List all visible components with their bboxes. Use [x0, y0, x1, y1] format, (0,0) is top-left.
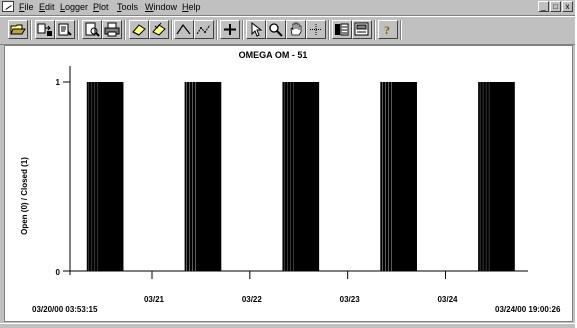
statistics-button[interactable] — [332, 20, 352, 39]
menu-bar: File Edit Logger Plot Tools Window Help … — [0, 0, 575, 16]
point-plot-icon — [196, 24, 211, 35]
point-plot-button[interactable] — [194, 20, 214, 39]
x-tick-label: 03/21 — [144, 295, 165, 304]
grid-dots-icon — [310, 24, 322, 35]
menu-logger[interactable]: Logger — [60, 2, 89, 12]
open-folder-icon — [10, 24, 26, 35]
toolbar-separator — [171, 20, 173, 40]
close-button[interactable]: x — [562, 1, 573, 12]
open-file-button[interactable] — [8, 20, 28, 39]
zoom-button[interactable] — [266, 20, 286, 39]
printer-icon — [104, 22, 120, 37]
status-bar — [0, 323, 575, 328]
closed-interval-bar — [86, 82, 124, 271]
logger-settings-button[interactable] — [55, 20, 75, 39]
y-axis-label: Open (0) / Closed (1) — [20, 157, 29, 235]
properties-button[interactable] — [352, 20, 372, 39]
crosshair-button[interactable] — [220, 20, 240, 39]
close-icon: x — [565, 2, 570, 11]
svg-text:?: ? — [384, 23, 390, 37]
toolbar-separator — [400, 20, 402, 40]
restore-icon: □ — [553, 2, 558, 11]
magnifier-icon — [269, 23, 283, 37]
toolbar-separator — [328, 20, 330, 40]
closed-interval-bar — [184, 82, 222, 271]
eraser-check-icon — [152, 22, 166, 36]
plot-window[interactable]: OMEGA OM - 51 Open (0) / Closed (1) 1 0 … — [4, 45, 573, 322]
grid-button[interactable] — [306, 20, 326, 39]
hand-icon — [290, 22, 302, 36]
closed-interval-bar — [282, 82, 320, 271]
reset-button[interactable] — [149, 20, 169, 39]
toolbar-separator — [77, 20, 79, 40]
print-preview-icon — [85, 22, 100, 37]
eraser-icon — [132, 24, 146, 36]
menu-plot[interactable]: Plot — [93, 2, 109, 12]
print-button[interactable] — [102, 20, 122, 39]
bar-chart-icon — [335, 23, 349, 36]
logger-settings-icon — [58, 23, 72, 36]
x-tick-label: 03/22 — [242, 295, 263, 304]
help-question-icon: ? — [384, 23, 390, 37]
menu-edit[interactable]: Edit — [39, 2, 55, 12]
crosshair-icon — [224, 24, 236, 35]
app-document-icon[interactable] — [2, 1, 14, 12]
menu-window[interactable]: Window — [145, 2, 178, 12]
minimize-icon: _ — [541, 2, 546, 11]
chart: OMEGA OM - 51 Open (0) / Closed (1) 1 0 … — [20, 50, 561, 314]
chart-title: OMEGA OM - 51 — [239, 50, 308, 60]
properties-icon — [354, 22, 369, 36]
line-plot-button[interactable] — [174, 20, 194, 39]
logger-download-icon — [37, 23, 52, 36]
arrow-pointer-icon — [251, 22, 263, 37]
closed-interval-bar — [478, 82, 515, 271]
toolbar-separator — [216, 20, 218, 40]
restore-button[interactable]: □ — [550, 1, 561, 12]
menu-file[interactable]: File — [19, 2, 34, 12]
closed-interval-bar — [380, 82, 417, 271]
line-plot-icon — [176, 23, 191, 35]
x-end-label: 03/24/00 19:00:26 — [495, 305, 561, 314]
x-ticks: 03/21 03/22 03/23 03/24 — [144, 271, 458, 304]
toolbar: ? — [0, 16, 575, 45]
x-start-label: 03/20/00 03:53:15 — [32, 305, 98, 314]
toolbar-separator — [30, 20, 32, 40]
bar-series — [86, 82, 515, 271]
toolbar-separator — [124, 20, 126, 40]
y-tick-label-1: 1 — [56, 78, 61, 87]
print-preview-button[interactable] — [82, 20, 102, 39]
menu-help[interactable]: Help — [182, 2, 201, 12]
menu-tools[interactable]: Tools — [117, 2, 139, 12]
pointer-button[interactable] — [246, 20, 266, 39]
help-button[interactable]: ? — [378, 20, 398, 39]
minimize-button[interactable]: _ — [538, 1, 549, 12]
clear-button[interactable] — [129, 20, 149, 39]
x-tick-label: 03/23 — [340, 295, 361, 304]
y-tick-label-0: 0 — [56, 268, 61, 277]
x-tick-label: 03/24 — [437, 295, 458, 304]
download-logger-button[interactable] — [35, 20, 55, 39]
toolbar-separator — [242, 20, 244, 40]
toolbar-separator — [374, 20, 376, 40]
pan-button[interactable] — [286, 20, 306, 39]
